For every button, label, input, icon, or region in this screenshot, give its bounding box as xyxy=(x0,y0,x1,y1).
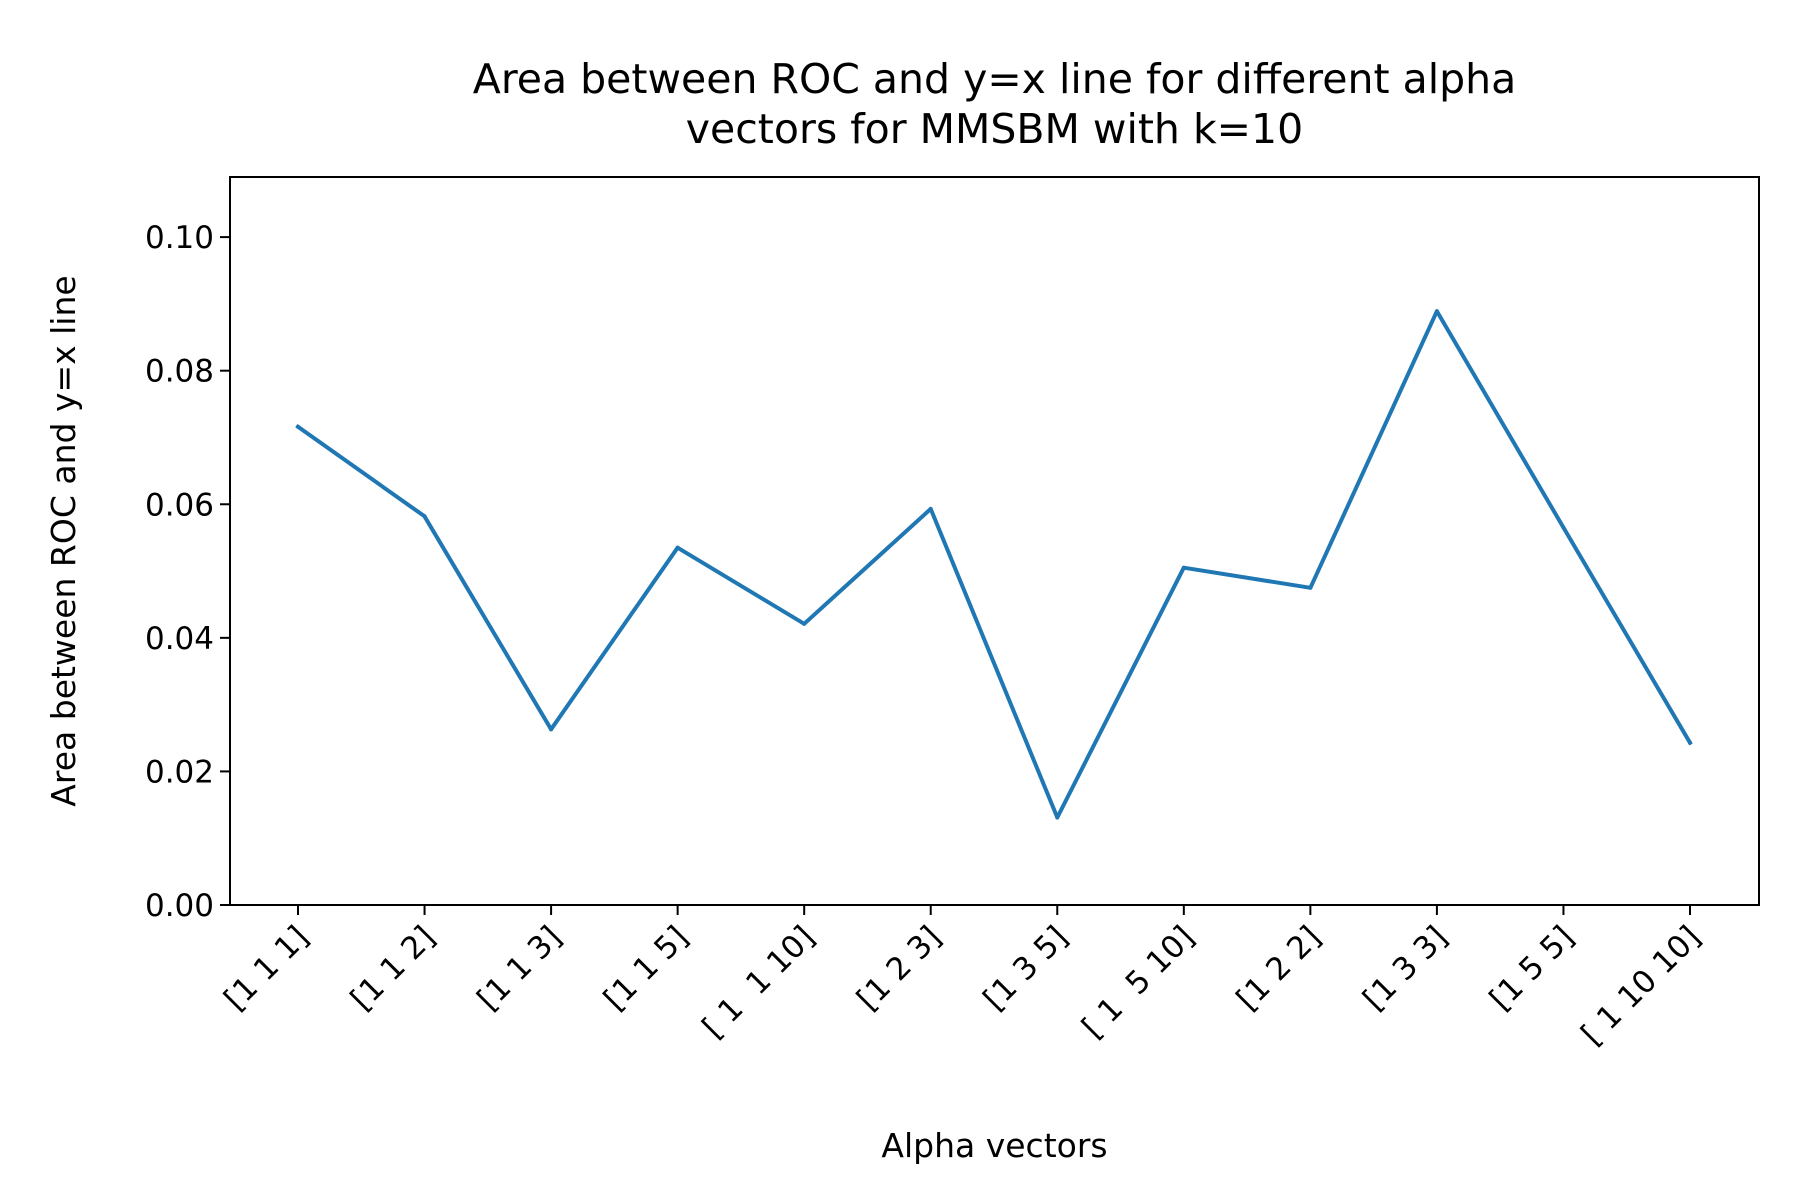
x-tick-label: [ 1 1 10] xyxy=(696,919,822,1045)
y-axis-ticks: 0.00 0.02 0.04 0.06 0.08 0.10 xyxy=(145,220,230,924)
data-point xyxy=(1055,815,1060,820)
data-point xyxy=(1308,585,1313,590)
data-point xyxy=(296,424,300,429)
y-tick-label: 0.08 xyxy=(145,354,214,390)
series-line xyxy=(295,309,1693,820)
y-tick-label: 0.02 xyxy=(145,754,214,790)
data-point xyxy=(1561,525,1566,530)
data-point xyxy=(675,545,680,550)
x-axis-label: Alpha vectors xyxy=(881,1126,1107,1165)
x-tick-label: [1 1 2] xyxy=(344,919,442,1017)
y-tick-label: 0.06 xyxy=(145,487,214,523)
chart-title-line: Area between ROC and y=x line for differ… xyxy=(473,55,1516,103)
y-axis-label: Area between ROC and y=x line xyxy=(44,275,83,806)
x-tick-label: [1 1 3] xyxy=(470,919,568,1017)
y-tick-label: 0.04 xyxy=(145,621,214,657)
data-point xyxy=(549,727,554,732)
x-tick-label: [ 1 5 10] xyxy=(1075,919,1201,1045)
data-point xyxy=(1688,740,1692,745)
data-point xyxy=(1181,565,1186,570)
x-tick-label: [1 1 5] xyxy=(597,919,695,1017)
x-tick-label: [1 3 5] xyxy=(977,919,1075,1017)
x-tick-label: [1 3 3] xyxy=(1356,919,1454,1017)
x-tick-label: [ 1 10 10] xyxy=(1574,919,1707,1052)
x-tick-label: [1 2 3] xyxy=(850,919,948,1017)
plot-frame xyxy=(229,176,1760,906)
chart-title-line: vectors for MMSBM with k=10 xyxy=(686,105,1303,153)
x-tick-label: [1 2 2] xyxy=(1230,919,1328,1017)
data-point xyxy=(802,621,807,626)
data-point xyxy=(422,514,427,519)
chart-title: Area between ROC and y=x line for differ… xyxy=(473,55,1516,153)
plot-area xyxy=(229,176,1760,906)
y-tick-label: 0.10 xyxy=(145,220,214,256)
x-tick-label: [1 5 5] xyxy=(1483,919,1581,1017)
data-point xyxy=(1434,309,1439,314)
x-axis-ticks: [1 1 1] [1 1 2] [1 1 3] [1 1 5][ 1 1 10] [1 … xyxy=(217,905,1708,1052)
x-tick-label: [1 1 1] xyxy=(217,919,315,1017)
y-tick-label: 0.00 xyxy=(145,888,214,924)
data-point xyxy=(928,506,933,511)
